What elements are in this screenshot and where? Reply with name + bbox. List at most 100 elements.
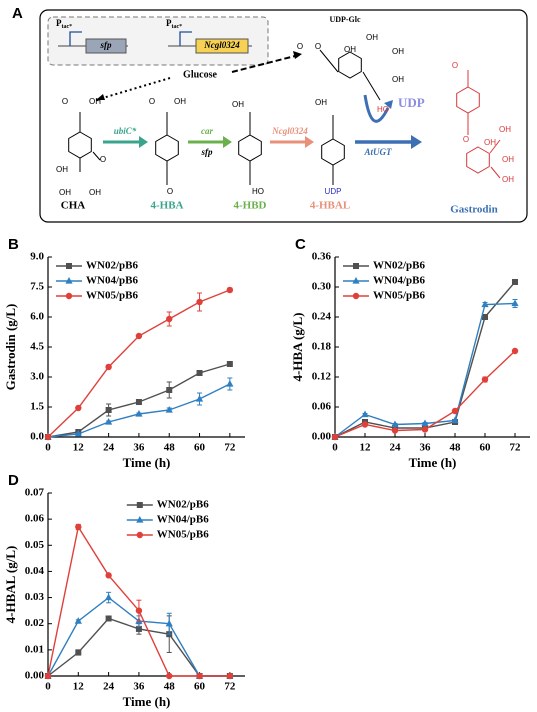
x-axis-title: Time (h) (123, 455, 171, 470)
arrow-head (139, 136, 148, 148)
x-tick-label: 48 (164, 681, 176, 693)
bond (362, 71, 381, 101)
legend-label: WN04/pB6 (157, 514, 209, 526)
legend-label: WN05/pB6 (373, 290, 425, 302)
y-axis-title: Gastrodin (g/L) (3, 304, 18, 391)
legend-marker (352, 292, 360, 300)
atom-label: HO (252, 187, 264, 196)
x-tick-label: 72 (224, 681, 236, 693)
atom-label: HO (377, 105, 389, 114)
dashed-arrow (231, 55, 296, 73)
y-tick-label: 0.12 (312, 371, 332, 383)
legend-label: WN05/pB6 (157, 529, 209, 541)
x-tick-label: 12 (360, 442, 372, 454)
arrow-head (223, 136, 232, 148)
gene-box (195, 38, 249, 54)
marker (482, 314, 488, 320)
promoter-sub: tac* (172, 24, 183, 30)
atom-label: OH (502, 155, 514, 164)
x-tick-label: 24 (390, 442, 402, 454)
legend-label: WN04/pB6 (373, 275, 425, 287)
atom-label: OH (344, 45, 356, 54)
compound-label: CHA (61, 200, 86, 212)
atom-label: OH (502, 175, 514, 184)
x-tick-label: 48 (450, 442, 462, 454)
marker (135, 399, 142, 405)
marker (195, 395, 204, 402)
marker (44, 433, 52, 441)
atom-label: O (297, 42, 303, 51)
marker (105, 572, 112, 579)
legend-marker (136, 502, 143, 508)
arrow-head (293, 51, 302, 59)
marker (166, 672, 173, 680)
y-tick-label: 6.0 (30, 311, 44, 323)
chart: C 0.00 0.06 0.12 0.18 0.24 0.30 0.36 0 12 24 36 48 60… (290, 236, 530, 470)
marker (196, 370, 203, 376)
marker (421, 426, 429, 433)
marker (391, 420, 399, 428)
gene-label: sfp (100, 40, 112, 50)
marker (361, 410, 369, 418)
enzyme-label: Ncgl0324 (271, 126, 308, 136)
x-tick-label: 72 (510, 442, 522, 454)
dotted-arrow (95, 77, 171, 101)
y-tick-label: 0.04 (25, 565, 45, 577)
y-axis-title: 4-HBA (g/L) (290, 313, 305, 382)
enzyme-label: AtUGT (364, 147, 393, 157)
atom-label: UDP (325, 187, 342, 196)
bond (319, 49, 339, 73)
marker (511, 347, 519, 355)
atom-label: OH (484, 138, 496, 147)
y-tick-label: 7.5 (30, 281, 44, 293)
enzyme-label: car (201, 126, 213, 136)
legend-marker (136, 531, 143, 539)
panel-label: C (295, 236, 306, 253)
promoter-p: P (166, 18, 172, 28)
x-tick-label: 60 (194, 681, 206, 693)
marker (361, 421, 369, 428)
x-tick-label: 60 (480, 442, 492, 454)
arrow-head (305, 136, 314, 148)
y-tick-label: 0.0 (30, 431, 44, 443)
atom-label: OH (499, 125, 511, 134)
legend-label: WN02/pB6 (86, 260, 138, 272)
marker (421, 419, 429, 427)
y-tick-label: 9.0 (30, 251, 44, 263)
glucose-label: Glucose (183, 69, 217, 80)
bond (490, 166, 501, 179)
atom-label: OH (315, 98, 327, 107)
y-axis-title: 4-HBAL (g/L) (3, 546, 18, 624)
marker (481, 376, 489, 383)
atom-label: OH (59, 188, 71, 197)
gene-box (85, 38, 127, 54)
atom-label: O (62, 97, 68, 106)
marker (75, 649, 82, 656)
legend-label: WN05/pB6 (86, 290, 138, 302)
atom-label: O (315, 42, 321, 51)
y-tick-label: 0.03 (25, 591, 45, 603)
legend-label: WN04/pB6 (86, 275, 138, 287)
y-tick-label: 0.00 (312, 431, 332, 443)
panel-label: A (12, 5, 23, 22)
panel-frame (39, 9, 528, 223)
marker (75, 404, 82, 412)
atom-label: OH (89, 97, 101, 106)
legend-marker (66, 263, 72, 269)
marker (74, 430, 82, 437)
legend-label: WN02/pB6 (157, 499, 209, 511)
compound-label: 4-HBD (234, 200, 267, 212)
marker (226, 380, 234, 387)
marker (105, 363, 112, 371)
x-tick-label: 12 (73, 681, 85, 693)
y-tick-label: 0.18 (312, 341, 332, 353)
marker (105, 418, 113, 425)
ring (155, 134, 179, 162)
udp-arrow (363, 94, 390, 123)
x-tick-label: 48 (164, 442, 176, 454)
legend-marker (352, 277, 360, 284)
marker (74, 617, 82, 624)
x-tick-label: 24 (103, 442, 115, 454)
y-tick-label: 0.24 (312, 311, 332, 323)
ring (466, 146, 490, 174)
